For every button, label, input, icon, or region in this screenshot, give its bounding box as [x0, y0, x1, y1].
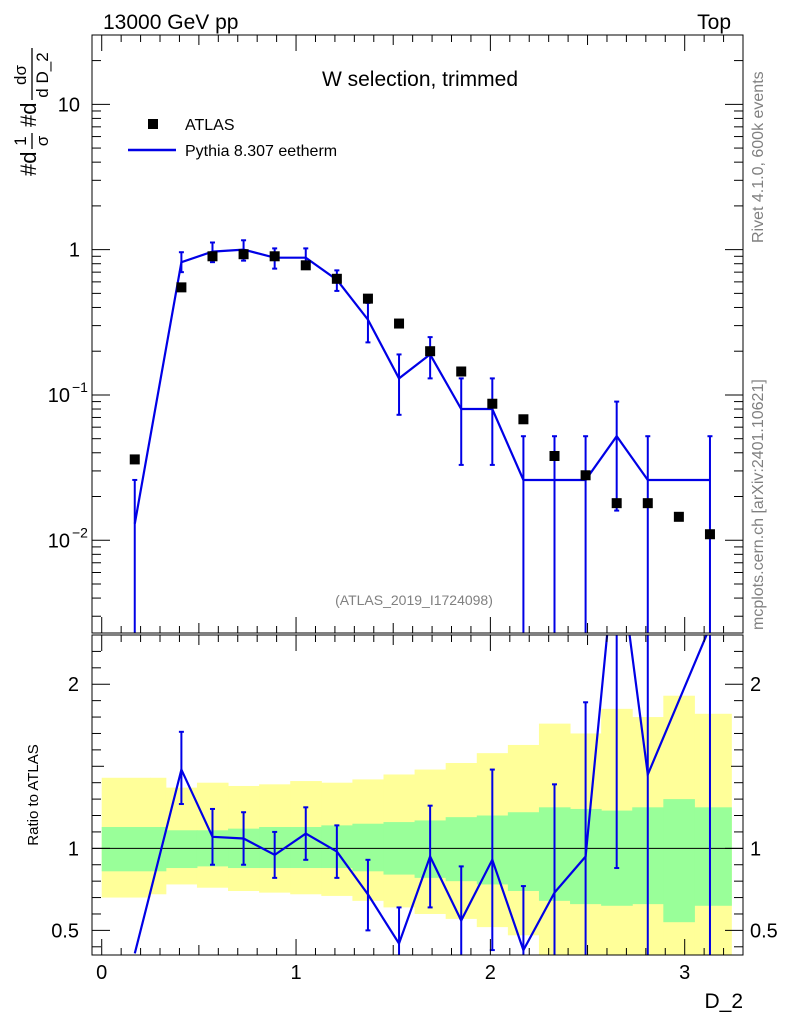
ratio-plot-axes: 0.5 0.5 1 1 2 2 0 1 2 3 [51, 635, 778, 984]
atlas-data-point [176, 282, 187, 293]
uncertainty-band-inner [101, 827, 151, 872]
legend-mc-label: Pythia 8.307 eetherm [185, 143, 337, 160]
ratio-y-tick-label-right: 0.5 [750, 920, 778, 942]
atlas-data-point [549, 451, 560, 462]
y-tick-label: 10 [48, 385, 70, 407]
atlas-data-point [611, 498, 622, 509]
y-tick-label: 10 [58, 94, 80, 116]
atlas-data-point [300, 260, 311, 271]
atlas-data-point [129, 454, 140, 465]
ratio-y-tick-label-right: 2 [750, 674, 761, 696]
atlas-data-point [580, 470, 591, 481]
mcplots-label: mcplots.cern.ch [arXiv:2401.10621] [750, 379, 767, 630]
mc-line [133, 248, 710, 524]
atlas-data-point [394, 318, 405, 329]
legend: ATLAS Pythia 8.307 eetherm [128, 117, 337, 160]
uncertainty-band-inner [663, 799, 695, 923]
uncertainty-band-inner [694, 807, 732, 906]
y-title-prefix: #d [16, 152, 41, 176]
process-label: Top [697, 11, 731, 34]
y-tick-label-exponent: −2 [72, 524, 88, 540]
x-tick-label: 1 [290, 962, 301, 984]
ratio-y-tick-label-left: 0.5 [51, 920, 79, 942]
y-title-frac2-num: dσ [11, 65, 30, 85]
uncertainty-band-inner [507, 812, 540, 891]
ratio-plot-area [92, 635, 743, 955]
atlas-data-point [673, 511, 684, 522]
y-tick-label: 10 [48, 530, 70, 552]
atlas-data-point [642, 498, 653, 509]
atlas-data-point [269, 251, 280, 262]
y-title-frac1-den: σ [33, 135, 52, 146]
ratio-y-tick-label-left: 2 [68, 674, 79, 696]
energy-label: 13000 GeV pp [103, 11, 238, 34]
x-tick-label: 0 [96, 962, 107, 984]
ratio-y-axis-title: Ratio to ATLAS [25, 744, 42, 845]
y-tick-label: 1 [69, 240, 80, 262]
atlas-data-point [518, 414, 529, 425]
atlas-data-point [456, 366, 467, 377]
ratio-y-tick-label-right: 1 [750, 838, 761, 860]
ratio-line [133, 635, 708, 954]
ratio-plot-panel: 0.5 0.5 1 1 2 2 0 1 2 3 Ratio to ATLAS D_2 [25, 634, 778, 1013]
main-plot-area [129, 239, 715, 633]
atlas-data-point [331, 273, 342, 284]
ratio-plot-frame [91, 634, 744, 956]
y-tick-label-exponent: −1 [72, 379, 88, 395]
atlas-data-point [207, 251, 218, 262]
x-tick-label: 2 [485, 962, 496, 984]
y-title-frac1-num: 1 [11, 136, 30, 145]
y-axis-title: #d 1 σ #d dσ d D_2 [11, 48, 52, 176]
ratio-y-tick-label-left: 1 [68, 838, 79, 860]
rivet-label: Rivet 4.1.0, 600k events [750, 71, 767, 243]
legend-atlas-marker [148, 119, 158, 129]
atlas-data-point [487, 398, 498, 409]
uncertainty-band-inner [165, 830, 198, 869]
x-axis-title: D_2 [704, 990, 743, 1013]
analysis-label: (ATLAS_2019_I1724098) [335, 592, 493, 608]
main-plot-frame [91, 34, 744, 634]
atlas-data-point [704, 529, 715, 540]
atlas-data-point [238, 249, 249, 260]
x-tick-label: 3 [679, 962, 690, 984]
y-title-mid: #d [16, 103, 41, 127]
plot-title: W selection, trimmed [322, 68, 518, 91]
legend-atlas-label: ATLAS [185, 117, 235, 134]
y-title-frac2-den: d D_2 [33, 52, 52, 97]
uncertainty-band-inner [150, 827, 167, 872]
atlas-data-point [425, 346, 436, 357]
atlas-data-point [362, 293, 373, 304]
